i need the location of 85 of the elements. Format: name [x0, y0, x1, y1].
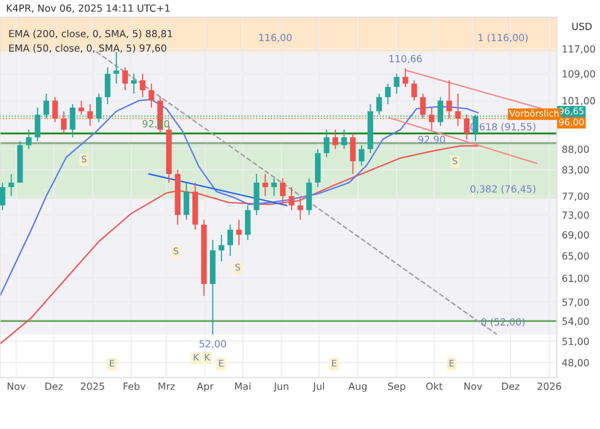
annotation: E	[450, 360, 454, 366]
annotation: S	[452, 157, 458, 164]
x-tick-label: Nov	[8, 382, 26, 390]
annotation: S	[174, 248, 178, 254]
candlestick	[376, 93, 382, 116]
y-axis-title: USD	[572, 22, 592, 30]
candlestick	[332, 129, 338, 150]
x-tick-label: Dez	[502, 382, 520, 390]
annotation: E	[110, 360, 114, 366]
candlestick	[271, 178, 277, 197]
annotation: S	[82, 156, 86, 162]
candlestick	[341, 129, 347, 150]
x-tick-label: Sep	[388, 382, 406, 392]
y-tick-label: 54,00	[562, 318, 589, 326]
annotation: E	[219, 360, 224, 366]
candlestick	[0, 182, 6, 211]
candlestick	[324, 129, 330, 158]
y-tick-label: 73,00	[562, 211, 589, 220]
y-tick-label: 69,00	[562, 231, 589, 240]
annotation: E	[332, 360, 336, 366]
y-tick-label: 83,00	[562, 166, 589, 175]
x-tick-label: 2026	[538, 382, 562, 390]
candlestick	[262, 173, 268, 197]
candlestick	[455, 93, 461, 126]
candlestick	[236, 219, 242, 246]
candlestick	[428, 107, 434, 131]
candlestick	[385, 83, 391, 105]
x-tick-label: Dez	[45, 382, 63, 390]
x-tick-label: Mrz	[158, 382, 175, 390]
candlestick	[446, 80, 452, 120]
annotation: 110,66	[389, 55, 422, 64]
candlestick	[26, 129, 32, 150]
annotation: EMA (200, close, 0, SMA, 5) 88,81	[9, 30, 172, 38]
y-tick-label: 101,00	[562, 97, 596, 106]
y-tick-label: 117,00	[562, 45, 596, 54]
candlestick	[184, 182, 190, 220]
candlestick	[420, 93, 426, 120]
candlestick	[402, 68, 408, 88]
chart-title: K4PR, Nov 06, 2025 14:11 UTC+1	[6, 4, 170, 13]
candlestick	[464, 114, 470, 140]
y-tick-label: 57,00	[562, 298, 589, 307]
candlestick	[114, 51, 120, 84]
y-tick-label: 77,00	[562, 192, 589, 201]
candlestick	[218, 234, 224, 262]
annotation: EMA (50, close, 0, SMA, 5) 97,60	[9, 44, 166, 53]
annotation: K	[205, 354, 210, 361]
x-tick-label: Mai	[235, 382, 250, 390]
y-tick-label: 109,00	[562, 70, 596, 79]
x-tick-label: Apr	[196, 382, 214, 392]
annotation: S	[235, 264, 240, 271]
annotation: 52,00	[200, 340, 226, 348]
candlestick	[227, 224, 234, 256]
candlestick	[411, 80, 417, 102]
candlestick	[104, 66, 110, 105]
candlestick	[87, 104, 93, 126]
annotation: K	[194, 354, 200, 361]
candlestick	[297, 196, 304, 220]
x-tick-label: Jul	[312, 382, 324, 392]
annotation: 116,00	[259, 34, 292, 42]
y-tick-label: 61,00	[562, 274, 589, 283]
y-tick-label: 51,00	[562, 338, 589, 346]
candlestick	[52, 96, 58, 123]
candlestick	[61, 110, 67, 134]
y-tick-label: 88,00	[562, 146, 589, 154]
annotation: Vorbörslich	[509, 110, 559, 117]
candlestick	[122, 66, 128, 91]
x-tick-label: Jun	[273, 382, 288, 392]
annotation: 1 (116,00)	[478, 34, 528, 42]
candlestick	[358, 144, 364, 166]
candlestick	[288, 186, 294, 211]
x-tick-label: Feb	[124, 382, 140, 390]
y-tick-label: 65,00	[562, 252, 589, 261]
x-tick-label: Aug	[348, 382, 366, 392]
x-tick-label: Okt	[426, 382, 442, 390]
y-tick-label: 48,00	[562, 359, 589, 368]
candlestick	[394, 73, 400, 94]
candlestick	[148, 83, 154, 108]
candlestick	[140, 73, 146, 98]
annotation: 0,382 (76,45)	[470, 185, 536, 194]
x-tick-label: Nov	[464, 382, 482, 390]
candlestick	[8, 173, 14, 197]
x-tick-label: 2025	[80, 382, 104, 390]
candlestick	[78, 100, 84, 116]
candlestick	[280, 178, 286, 206]
ref-line-label: 96,00	[559, 118, 584, 126]
